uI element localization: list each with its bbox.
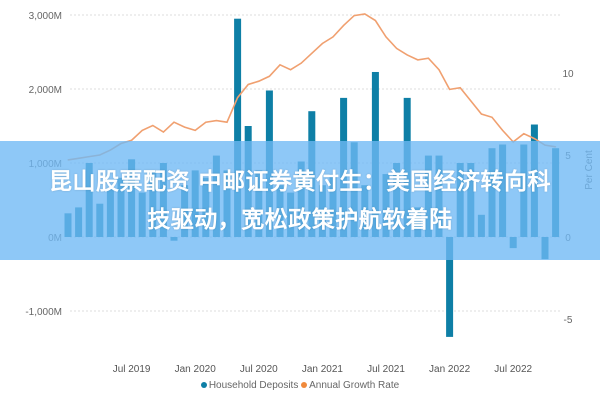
line-point xyxy=(279,64,281,66)
line-point xyxy=(173,121,175,123)
line-point xyxy=(406,54,408,56)
line-point xyxy=(247,83,249,86)
line-point xyxy=(290,69,292,71)
x-tick-label: Jan 2021 xyxy=(302,364,344,375)
line-point xyxy=(194,129,196,131)
bar xyxy=(234,18,242,238)
line-point xyxy=(131,139,133,141)
line-point xyxy=(385,36,387,38)
y-left-tick-label: 3,000M xyxy=(29,11,62,22)
legend-dot-icon xyxy=(200,382,207,389)
line-point xyxy=(226,121,228,123)
line-point xyxy=(449,88,451,90)
line-point xyxy=(268,75,270,77)
legend-item-growth[interactable]: Annual Growth Rate xyxy=(301,380,399,391)
line-point xyxy=(480,113,482,115)
x-tick-label: Jul 2020 xyxy=(240,364,278,375)
bar xyxy=(446,237,454,337)
y-right-tick-label: 10 xyxy=(562,69,574,80)
line-point xyxy=(258,80,260,82)
line-point xyxy=(491,116,493,118)
line-point xyxy=(396,47,398,50)
line-point xyxy=(152,124,154,127)
line-point xyxy=(162,131,164,133)
y-left-tick-label: 2,000M xyxy=(29,85,62,96)
y-right-tick-label: -5 xyxy=(564,315,573,326)
x-tick-label: Jul 2019 xyxy=(113,364,151,375)
legend-item-deposits[interactable]: Household Deposits xyxy=(200,380,299,391)
line-point xyxy=(321,42,323,45)
headline-line-2: 技驱动，宽松政策护航软着陆 xyxy=(147,206,453,233)
line-point xyxy=(459,87,461,89)
line-point xyxy=(311,52,313,54)
line-point xyxy=(417,59,419,61)
line-point xyxy=(205,121,207,123)
x-tick-label: Jul 2022 xyxy=(494,364,532,375)
legend-label: Annual Growth Rate xyxy=(309,380,400,391)
headline-line-1: 昆山股票配资 中邮证券黄付生：美国经济转向科 xyxy=(48,168,551,195)
line-point xyxy=(438,69,440,71)
x-tick-label: Jan 2022 xyxy=(429,364,471,375)
line-point xyxy=(343,24,345,27)
line-point xyxy=(470,100,472,102)
legend-label: Household Deposits xyxy=(208,380,299,391)
x-tick-label: Jul 2021 xyxy=(367,364,405,375)
y-left-tick-label: -1,000M xyxy=(25,307,62,318)
line-point xyxy=(353,15,355,17)
line-point xyxy=(215,119,217,122)
line-point xyxy=(523,133,525,135)
line-point xyxy=(427,57,429,59)
line-point xyxy=(364,13,366,15)
line-point xyxy=(374,19,376,22)
legend-dot-icon xyxy=(301,382,308,389)
line-point xyxy=(141,129,143,131)
line-point xyxy=(300,62,302,64)
line-point xyxy=(502,129,504,131)
headline-banner[interactable]: 昆山股票配资 中邮证券黄付生：美国经济转向科 技驱动，宽松政策护航软着陆 xyxy=(0,141,600,260)
line-point xyxy=(533,138,536,140)
legend: Household Deposits Annual Growth Rate xyxy=(0,380,600,391)
line-point xyxy=(332,36,334,38)
line-point xyxy=(237,97,239,99)
x-tick-label: Jan 2020 xyxy=(175,364,217,375)
line-point xyxy=(184,126,186,128)
